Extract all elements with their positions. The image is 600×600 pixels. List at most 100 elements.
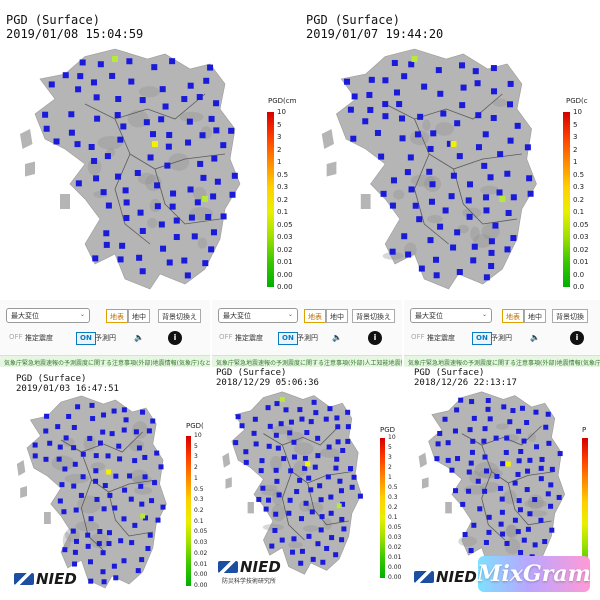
speaker-icon[interactable]: 🔈 — [530, 333, 540, 342]
station-marker — [515, 471, 521, 477]
display-mode-select[interactable]: 最大変位 ⌄ — [6, 308, 90, 323]
station-marker — [341, 526, 347, 532]
station-marker — [548, 482, 554, 488]
station-marker — [158, 116, 165, 123]
station-marker — [405, 251, 412, 258]
station-marker — [391, 59, 398, 66]
intensity-off-toggle[interactable]: OFF — [411, 333, 425, 341]
color-scale-bar — [563, 112, 570, 287]
station-marker — [77, 73, 84, 80]
station-marker — [103, 241, 110, 248]
station-marker — [173, 217, 180, 224]
terrain-shade — [87, 158, 102, 176]
station-marker — [42, 111, 49, 118]
underground-button[interactable]: 地中 — [326, 309, 348, 323]
station-marker — [166, 259, 173, 266]
forecast-circle-on-toggle[interactable]: ON — [278, 332, 298, 345]
speaker-icon[interactable]: 🔈 — [332, 333, 342, 342]
display-mode-select[interactable]: 最大変位 ⌄ — [218, 308, 298, 323]
station-marker — [416, 216, 423, 223]
scale-tick-label: 1 — [388, 474, 392, 481]
terrain-shade — [422, 119, 431, 132]
color-scale-bar — [582, 438, 588, 588]
intensity-off-toggle[interactable]: OFF — [219, 333, 233, 341]
kyushu-map-3 — [16, 395, 191, 589]
terrain-shade — [127, 110, 149, 128]
station-marker — [404, 169, 411, 176]
station-marker — [231, 172, 238, 179]
island — [225, 477, 232, 489]
station-marker — [485, 406, 491, 412]
scale-tick-label: 0.5 — [573, 170, 585, 179]
station-marker — [140, 409, 146, 415]
display-mode-select[interactable]: 最大変位 ⌄ — [410, 308, 492, 323]
info-icon[interactable]: i — [168, 331, 182, 345]
station-marker — [487, 416, 493, 422]
map-timestamp: 2018/12/29 05:06:36 — [216, 378, 319, 389]
station-marker — [154, 182, 161, 189]
news-ticker[interactable]: 気象庁緊急地震速報の予測震度に関する注意事項(外部)人工知能地震情報(気象 — [212, 356, 402, 367]
terrain-shade — [132, 475, 153, 486]
station-marker — [213, 100, 220, 107]
station-marker — [329, 535, 335, 541]
station-marker — [239, 423, 245, 429]
terrain-shade — [323, 518, 332, 530]
nied-mark-icon — [14, 573, 34, 585]
station-marker — [112, 505, 118, 511]
station-marker — [185, 139, 192, 146]
surface-button[interactable]: 地表 — [106, 309, 128, 323]
map-title-2: PGD (Surface) 2019/01/07 19:44:20 — [306, 13, 443, 42]
background-toggle-button[interactable]: 背景切換 — [552, 309, 588, 323]
station-marker — [335, 424, 341, 430]
surface-button[interactable]: 地表 — [502, 309, 524, 323]
station-marker — [521, 438, 527, 444]
station-marker — [93, 478, 99, 484]
terrain-shade — [524, 499, 548, 508]
terrain-shade — [458, 536, 477, 547]
info-icon[interactable]: i — [570, 331, 584, 345]
intensity-off-toggle[interactable]: OFF — [9, 333, 23, 341]
station-marker — [299, 516, 305, 522]
station-marker — [433, 256, 440, 263]
station-marker — [278, 421, 284, 427]
info-icon[interactable]: i — [368, 331, 382, 345]
station-marker — [233, 440, 239, 446]
station-marker — [362, 118, 369, 125]
background-toggle-button[interactable]: 背景切換え — [352, 309, 395, 323]
background-toggle-button[interactable]: 背景切換え — [158, 309, 201, 323]
underground-button[interactable]: 地中 — [524, 309, 546, 323]
station-marker — [454, 407, 460, 413]
station-marker — [507, 101, 514, 108]
station-marker — [430, 130, 437, 137]
station-marker — [510, 408, 516, 414]
terrain-shade — [393, 189, 405, 200]
surface-button[interactable]: 地表 — [304, 309, 326, 323]
station-marker — [274, 478, 280, 484]
station-marker — [518, 549, 524, 555]
news-ticker[interactable]: 気象庁緊急地震速報の予測震度に関する注意事項(外部)地震情報(気象庁)など — [0, 356, 210, 367]
forecast-circle-on-toggle[interactable]: ON — [472, 332, 492, 345]
station-marker — [483, 194, 490, 201]
terrain-shade — [470, 226, 480, 242]
station-highlight-yellow-green — [112, 56, 118, 62]
station-marker — [396, 101, 403, 108]
intensity-label: 推定震度 — [235, 334, 263, 342]
station-marker — [105, 202, 112, 209]
prefecture-border — [507, 482, 552, 526]
station-marker — [490, 65, 497, 72]
news-ticker[interactable]: 気象庁緊急地震速報の予測震度に関する注意事項(外部)地震情報(気象庁) — [404, 356, 600, 367]
forecast-circle-on-toggle[interactable]: ON — [76, 332, 96, 345]
station-marker — [115, 95, 122, 102]
prefecture-border — [108, 491, 153, 537]
station-marker — [139, 557, 145, 563]
color-scale-bar — [380, 438, 385, 578]
underground-button[interactable]: 地中 — [128, 309, 150, 323]
speaker-icon[interactable]: 🔈 — [134, 333, 144, 342]
station-marker — [390, 177, 397, 184]
station-marker — [472, 68, 479, 75]
station-marker — [449, 467, 455, 473]
station-marker — [121, 558, 127, 564]
scale-tick-label: 0.1 — [573, 208, 585, 216]
station-marker — [471, 415, 477, 421]
station-marker — [43, 428, 49, 434]
